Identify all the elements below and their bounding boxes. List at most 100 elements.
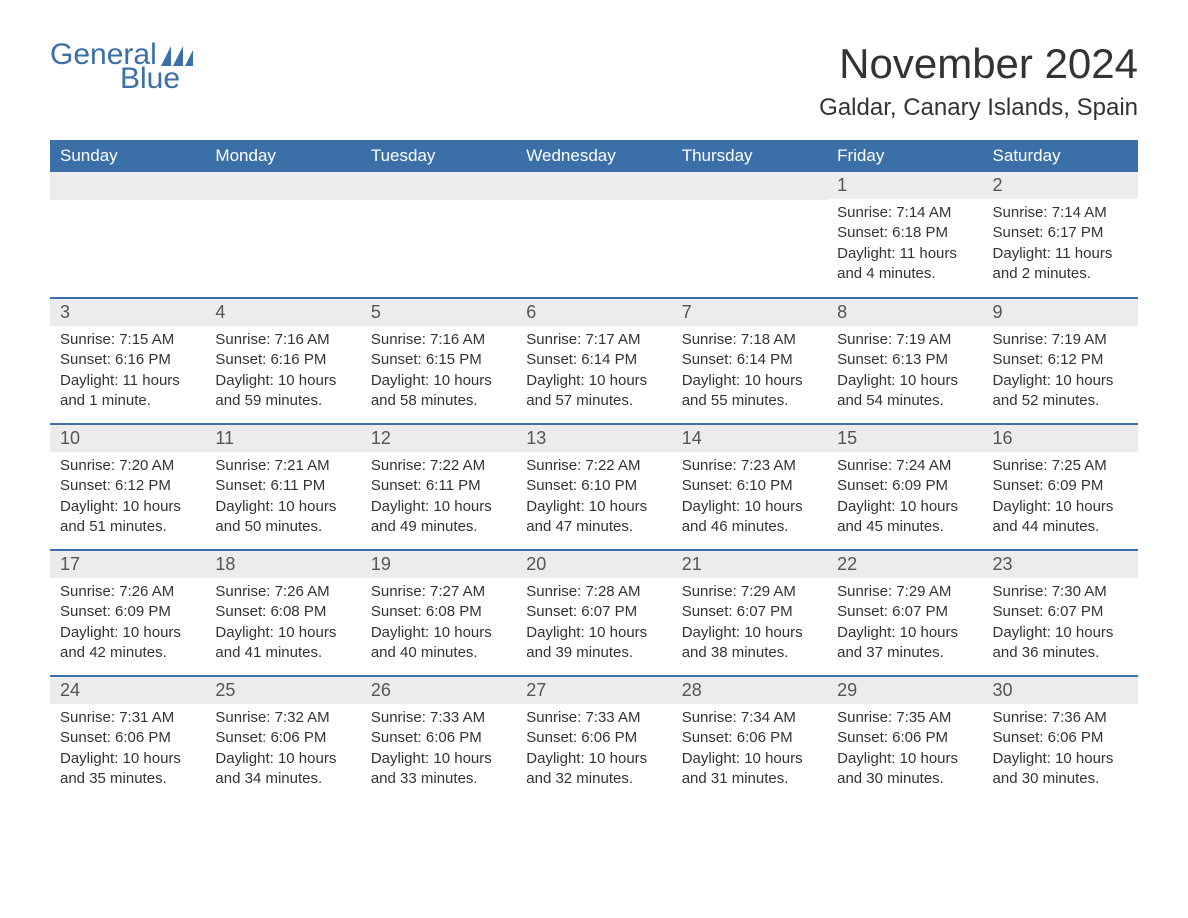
- sunrise-line: Sunrise: 7:23 AM: [682, 456, 817, 476]
- calendar-day-cell: 28Sunrise: 7:34 AMSunset: 6:06 PMDayligh…: [672, 676, 827, 802]
- daylight-line: Daylight: 10 hours and 30 minutes.: [993, 749, 1128, 790]
- weekday-header-row: Sunday Monday Tuesday Wednesday Thursday…: [50, 140, 1138, 172]
- sunrise-line: Sunrise: 7:28 AM: [526, 582, 661, 602]
- sunset-line: Sunset: 6:15 PM: [371, 350, 506, 370]
- day-number: 20: [516, 551, 671, 578]
- daylight-line: Daylight: 10 hours and 46 minutes.: [682, 497, 817, 538]
- title-block: November 2024 Galdar, Canary Islands, Sp…: [819, 40, 1138, 122]
- sunset-line: Sunset: 6:06 PM: [837, 728, 972, 748]
- sunrise-line: Sunrise: 7:22 AM: [371, 456, 506, 476]
- day-number: 1: [827, 172, 982, 199]
- day-details: Sunrise: 7:18 AMSunset: 6:14 PMDaylight:…: [672, 326, 827, 421]
- day-details: Sunrise: 7:26 AMSunset: 6:09 PMDaylight:…: [50, 578, 205, 673]
- daylight-line: Daylight: 10 hours and 41 minutes.: [215, 623, 350, 664]
- calendar-day-cell: 7Sunrise: 7:18 AMSunset: 6:14 PMDaylight…: [672, 298, 827, 424]
- empty-day-strip: [361, 172, 516, 200]
- calendar-day-cell: 30Sunrise: 7:36 AMSunset: 6:06 PMDayligh…: [983, 676, 1138, 802]
- day-number: 27: [516, 677, 671, 704]
- calendar-day-cell: 24Sunrise: 7:31 AMSunset: 6:06 PMDayligh…: [50, 676, 205, 802]
- sunset-line: Sunset: 6:14 PM: [682, 350, 817, 370]
- day-details: Sunrise: 7:36 AMSunset: 6:06 PMDaylight:…: [983, 704, 1138, 799]
- daylight-line: Daylight: 10 hours and 30 minutes.: [837, 749, 972, 790]
- daylight-line: Daylight: 10 hours and 52 minutes.: [993, 371, 1128, 412]
- sunset-line: Sunset: 6:08 PM: [371, 602, 506, 622]
- day-details: Sunrise: 7:14 AMSunset: 6:18 PMDaylight:…: [827, 199, 982, 294]
- day-number: 30: [983, 677, 1138, 704]
- daylight-line: Daylight: 10 hours and 40 minutes.: [371, 623, 506, 664]
- daylight-line: Daylight: 10 hours and 47 minutes.: [526, 497, 661, 538]
- location-subtitle: Galdar, Canary Islands, Spain: [819, 94, 1138, 122]
- calendar-day-cell: 20Sunrise: 7:28 AMSunset: 6:07 PMDayligh…: [516, 550, 671, 676]
- daylight-line: Daylight: 10 hours and 34 minutes.: [215, 749, 350, 790]
- calendar-day-cell: 4Sunrise: 7:16 AMSunset: 6:16 PMDaylight…: [205, 298, 360, 424]
- daylight-line: Daylight: 11 hours and 1 minute.: [60, 371, 195, 412]
- calendar-day-cell: [205, 172, 360, 298]
- daylight-line: Daylight: 10 hours and 31 minutes.: [682, 749, 817, 790]
- calendar-table: Sunday Monday Tuesday Wednesday Thursday…: [50, 140, 1138, 802]
- day-number: 6: [516, 299, 671, 326]
- day-details: Sunrise: 7:19 AMSunset: 6:13 PMDaylight:…: [827, 326, 982, 421]
- day-number: 4: [205, 299, 360, 326]
- calendar-week-row: 3Sunrise: 7:15 AMSunset: 6:16 PMDaylight…: [50, 298, 1138, 424]
- calendar-day-cell: 19Sunrise: 7:27 AMSunset: 6:08 PMDayligh…: [361, 550, 516, 676]
- day-details: Sunrise: 7:20 AMSunset: 6:12 PMDaylight:…: [50, 452, 205, 547]
- daylight-line: Daylight: 10 hours and 38 minutes.: [682, 623, 817, 664]
- calendar-day-cell: 29Sunrise: 7:35 AMSunset: 6:06 PMDayligh…: [827, 676, 982, 802]
- sunset-line: Sunset: 6:06 PM: [60, 728, 195, 748]
- sunrise-line: Sunrise: 7:31 AM: [60, 708, 195, 728]
- day-number: 11: [205, 425, 360, 452]
- calendar-day-cell: 23Sunrise: 7:30 AMSunset: 6:07 PMDayligh…: [983, 550, 1138, 676]
- daylight-line: Daylight: 10 hours and 49 minutes.: [371, 497, 506, 538]
- sunrise-line: Sunrise: 7:35 AM: [837, 708, 972, 728]
- day-details: Sunrise: 7:29 AMSunset: 6:07 PMDaylight:…: [827, 578, 982, 673]
- day-number: 28: [672, 677, 827, 704]
- day-details: Sunrise: 7:29 AMSunset: 6:07 PMDaylight:…: [672, 578, 827, 673]
- day-details: Sunrise: 7:19 AMSunset: 6:12 PMDaylight:…: [983, 326, 1138, 421]
- day-number: 15: [827, 425, 982, 452]
- sunrise-line: Sunrise: 7:29 AM: [837, 582, 972, 602]
- day-number: 18: [205, 551, 360, 578]
- logo-text-blue: Blue: [120, 64, 193, 94]
- sunrise-line: Sunrise: 7:33 AM: [526, 708, 661, 728]
- day-number: 8: [827, 299, 982, 326]
- sunrise-line: Sunrise: 7:32 AM: [215, 708, 350, 728]
- day-details: Sunrise: 7:16 AMSunset: 6:16 PMDaylight:…: [205, 326, 360, 421]
- day-details: Sunrise: 7:22 AMSunset: 6:11 PMDaylight:…: [361, 452, 516, 547]
- calendar-day-cell: [672, 172, 827, 298]
- calendar-day-cell: 14Sunrise: 7:23 AMSunset: 6:10 PMDayligh…: [672, 424, 827, 550]
- weekday-header: Wednesday: [516, 140, 671, 172]
- daylight-line: Daylight: 10 hours and 42 minutes.: [60, 623, 195, 664]
- sunset-line: Sunset: 6:09 PM: [60, 602, 195, 622]
- day-number: 17: [50, 551, 205, 578]
- daylight-line: Daylight: 10 hours and 57 minutes.: [526, 371, 661, 412]
- calendar-day-cell: 12Sunrise: 7:22 AMSunset: 6:11 PMDayligh…: [361, 424, 516, 550]
- daylight-line: Daylight: 10 hours and 36 minutes.: [993, 623, 1128, 664]
- sunrise-line: Sunrise: 7:17 AM: [526, 330, 661, 350]
- sunset-line: Sunset: 6:07 PM: [837, 602, 972, 622]
- sunrise-line: Sunrise: 7:16 AM: [215, 330, 350, 350]
- sunrise-line: Sunrise: 7:26 AM: [215, 582, 350, 602]
- sunrise-line: Sunrise: 7:20 AM: [60, 456, 195, 476]
- day-details: Sunrise: 7:17 AMSunset: 6:14 PMDaylight:…: [516, 326, 671, 421]
- sunrise-line: Sunrise: 7:19 AM: [837, 330, 972, 350]
- sunrise-line: Sunrise: 7:21 AM: [215, 456, 350, 476]
- calendar-week-row: 10Sunrise: 7:20 AMSunset: 6:12 PMDayligh…: [50, 424, 1138, 550]
- day-number: 26: [361, 677, 516, 704]
- sunset-line: Sunset: 6:06 PM: [993, 728, 1128, 748]
- calendar-day-cell: [361, 172, 516, 298]
- day-details: Sunrise: 7:14 AMSunset: 6:17 PMDaylight:…: [983, 199, 1138, 294]
- weekday-header: Thursday: [672, 140, 827, 172]
- sunrise-line: Sunrise: 7:22 AM: [526, 456, 661, 476]
- calendar-day-cell: 2Sunrise: 7:14 AMSunset: 6:17 PMDaylight…: [983, 172, 1138, 298]
- daylight-line: Daylight: 10 hours and 35 minutes.: [60, 749, 195, 790]
- calendar-day-cell: 16Sunrise: 7:25 AMSunset: 6:09 PMDayligh…: [983, 424, 1138, 550]
- calendar-day-cell: [516, 172, 671, 298]
- day-number: 22: [827, 551, 982, 578]
- day-details: Sunrise: 7:34 AMSunset: 6:06 PMDaylight:…: [672, 704, 827, 799]
- sunset-line: Sunset: 6:06 PM: [371, 728, 506, 748]
- calendar-day-cell: 22Sunrise: 7:29 AMSunset: 6:07 PMDayligh…: [827, 550, 982, 676]
- sunrise-line: Sunrise: 7:16 AM: [371, 330, 506, 350]
- day-number: 23: [983, 551, 1138, 578]
- daylight-line: Daylight: 10 hours and 59 minutes.: [215, 371, 350, 412]
- day-details: Sunrise: 7:27 AMSunset: 6:08 PMDaylight:…: [361, 578, 516, 673]
